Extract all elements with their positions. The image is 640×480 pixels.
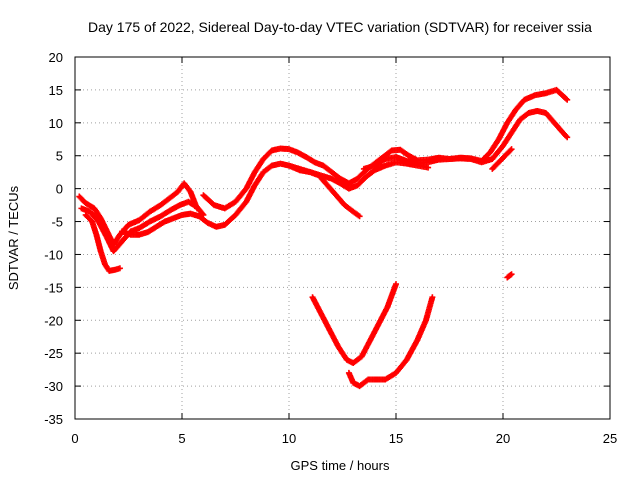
data-series [489, 146, 515, 172]
data-series [360, 107, 571, 172]
chart-title: Day 175 of 2022, Sidereal Day-to-day VTE… [88, 19, 592, 35]
x-tick-label: 10 [282, 431, 296, 446]
data-series [82, 211, 123, 274]
y-tick-label: -20 [44, 313, 63, 328]
data-series [504, 271, 515, 281]
x-axis-label: GPS time / hours [291, 458, 390, 473]
y-tick-label: 15 [49, 83, 63, 98]
data-point [563, 133, 570, 140]
grid-lines [75, 57, 610, 419]
data-point [425, 164, 432, 171]
data-point [563, 95, 570, 102]
plot-frame [74, 56, 611, 420]
y-tick-label: 10 [49, 116, 63, 131]
data-series [345, 294, 436, 390]
data-point [429, 294, 436, 301]
data-point [508, 146, 515, 153]
y-tick-label: -10 [44, 247, 63, 262]
data-point [356, 213, 363, 220]
x-tick-label: 5 [178, 431, 185, 446]
y-tick-label: -30 [44, 379, 63, 394]
data-point [564, 134, 571, 141]
data-point [393, 281, 399, 288]
x-tick-label: 15 [389, 431, 403, 446]
data-point [507, 147, 514, 154]
data-series [286, 162, 363, 220]
data-point [564, 96, 571, 103]
y-tick-label: 20 [49, 50, 63, 65]
data-point [508, 271, 515, 278]
y-tick-label: -25 [44, 346, 63, 361]
x-tick-label: 0 [71, 431, 78, 446]
y-tick-label: -15 [44, 280, 63, 295]
y-tick-label: 5 [56, 149, 63, 164]
x-tick-label: 25 [603, 431, 617, 446]
data-point [507, 272, 514, 279]
y-tick-label: 0 [56, 182, 63, 197]
data-points [76, 86, 571, 390]
data-series [309, 281, 399, 367]
y-tick-label: -35 [44, 412, 63, 427]
y-tick-label: -5 [51, 215, 63, 230]
data-point [116, 265, 123, 272]
data-series [200, 86, 571, 212]
x-tick-label: 20 [496, 431, 510, 446]
data-point [199, 210, 206, 217]
y-axis-label: SDTVAR / TECUs [6, 185, 21, 290]
axis-ticks: 0 5 10 15 20 25 -35 -30 -25 -20 -15 -10 -5 0 5 10 15 20 [44, 50, 617, 446]
